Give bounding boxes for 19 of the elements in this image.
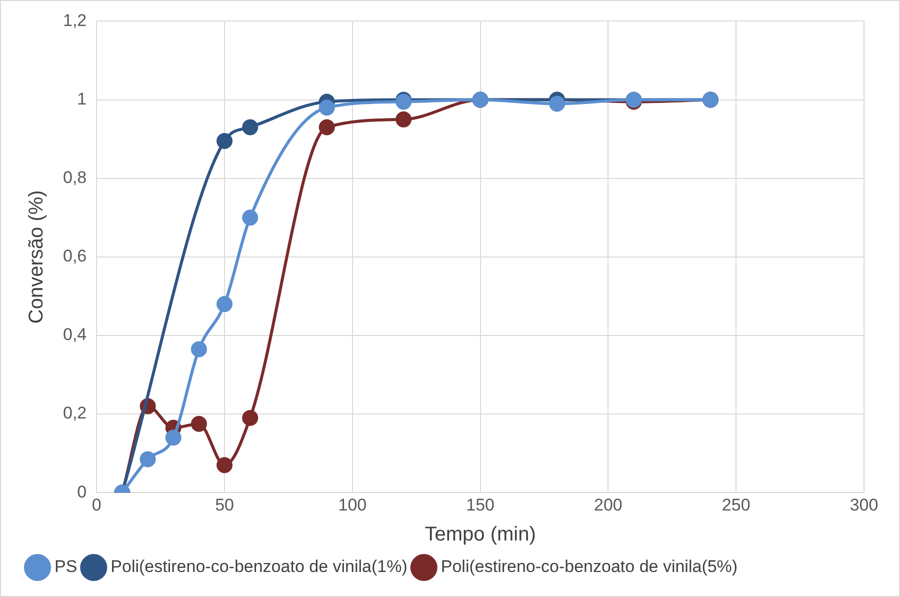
y-tick-label: 1,2 xyxy=(62,10,87,30)
y-tick-label: 0,2 xyxy=(62,404,87,423)
x-tick-label: 0 xyxy=(92,495,102,514)
x-axis-title: Tempo (min) xyxy=(424,524,536,546)
legend-label: Poli(estireno-co-benzoato de vinila(5%) xyxy=(440,557,738,576)
x-tick-label: 200 xyxy=(594,495,622,514)
y-tick-label: 1 xyxy=(77,89,87,108)
x-tick-label: 50 xyxy=(215,495,234,514)
y-tick-label: 0 xyxy=(77,482,87,502)
x-tick-label: 300 xyxy=(850,495,878,514)
y-tick-label: 0,4 xyxy=(62,325,87,344)
x-tick-label: 150 xyxy=(466,495,495,514)
legend-label: PS xyxy=(54,557,78,576)
y-tick-label: 0,8 xyxy=(62,168,87,188)
y-axis-title: Conversão (%) xyxy=(26,190,48,324)
legend-label: Poli(estireno-co-benzoato de vinila(1%) xyxy=(110,557,408,576)
y-tick-label: 0,6 xyxy=(62,246,87,266)
x-tick-label: 100 xyxy=(338,495,367,514)
x-tick-label: 250 xyxy=(722,495,750,514)
